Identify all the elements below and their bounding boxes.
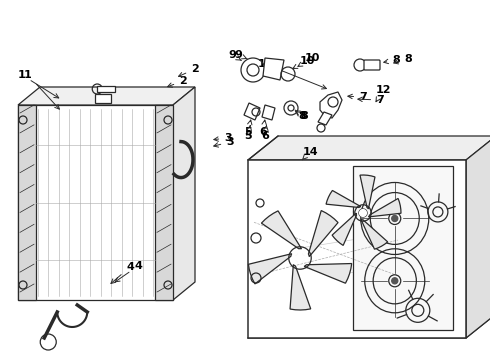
Text: 8: 8 [295, 111, 306, 121]
Circle shape [296, 254, 304, 262]
Text: 4: 4 [115, 261, 142, 282]
Bar [155, 105, 173, 300]
Polygon shape [248, 314, 490, 338]
Polygon shape [320, 92, 342, 118]
Text: 7: 7 [348, 92, 367, 102]
Bar [248, 160, 466, 338]
Polygon shape [290, 265, 311, 310]
Text: 6: 6 [261, 125, 269, 141]
Polygon shape [262, 211, 301, 249]
Text: 5: 5 [244, 125, 252, 141]
Bar [353, 166, 453, 330]
Text: 14: 14 [302, 147, 318, 160]
Text: 11: 11 [257, 59, 326, 89]
Text: 7: 7 [358, 95, 384, 105]
Circle shape [295, 253, 305, 263]
Text: 10: 10 [298, 53, 319, 67]
Polygon shape [262, 105, 275, 120]
Text: 9: 9 [234, 50, 247, 60]
Circle shape [359, 209, 367, 217]
Polygon shape [304, 264, 352, 283]
Text: 2: 2 [168, 76, 187, 87]
Text: 10: 10 [293, 56, 315, 68]
Text: 3: 3 [214, 133, 232, 143]
Polygon shape [248, 254, 292, 284]
Text: 5: 5 [244, 120, 252, 137]
Polygon shape [361, 220, 388, 249]
Text: 3: 3 [214, 137, 234, 147]
Text: 8: 8 [295, 110, 308, 121]
Polygon shape [368, 198, 401, 217]
Text: 8: 8 [384, 55, 400, 65]
Polygon shape [332, 213, 357, 246]
Bar [18, 105, 173, 300]
Bar [95, 94, 111, 103]
Polygon shape [308, 211, 338, 257]
Polygon shape [318, 112, 332, 125]
Text: 8: 8 [394, 54, 412, 64]
Polygon shape [326, 190, 361, 207]
Bar [97, 86, 115, 92]
Text: 6: 6 [259, 120, 267, 137]
Polygon shape [248, 136, 490, 160]
Polygon shape [360, 175, 375, 209]
Text: 12: 12 [375, 85, 391, 102]
Text: 9: 9 [228, 50, 241, 60]
Circle shape [392, 216, 398, 221]
Polygon shape [263, 58, 284, 80]
Bar [18, 105, 36, 300]
Text: 1: 1 [18, 70, 59, 98]
Polygon shape [244, 103, 260, 120]
Circle shape [360, 210, 367, 216]
Text: 13: 13 [368, 265, 391, 278]
FancyBboxPatch shape [364, 60, 380, 70]
Text: 2: 2 [178, 64, 199, 77]
Text: 4: 4 [111, 262, 134, 283]
Circle shape [392, 278, 398, 284]
Polygon shape [466, 136, 490, 338]
Polygon shape [18, 87, 195, 105]
Polygon shape [173, 87, 195, 300]
Text: 1: 1 [24, 70, 59, 109]
